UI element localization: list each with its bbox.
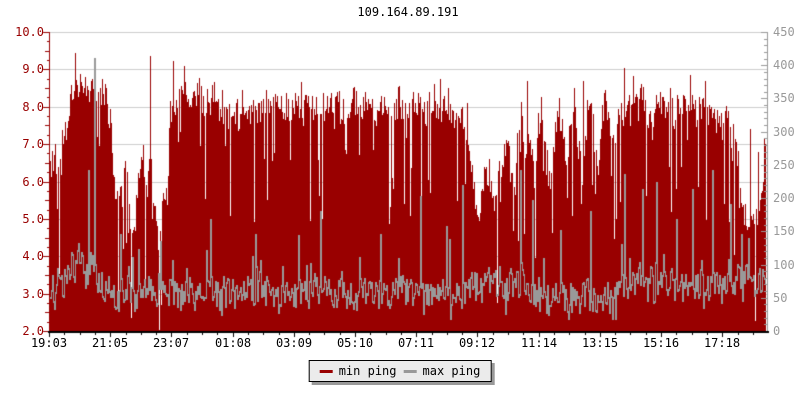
ping-chart-canvas <box>0 0 800 360</box>
left-axis-tick-label: 3.0 <box>22 287 44 301</box>
x-axis-tick-label: 15:16 <box>642 336 680 350</box>
x-axis-tick-label: 17:18 <box>703 336 741 350</box>
max-ping-swatch <box>403 369 417 373</box>
legend-item-min-ping: min ping <box>319 364 397 378</box>
x-axis-tick-label: 11:14 <box>520 336 558 350</box>
left-axis-tick-label: 10.0 <box>15 25 44 39</box>
left-axis-tick-label: 4.0 <box>22 249 44 263</box>
x-axis-tick-label: 05:10 <box>336 336 374 350</box>
x-axis-tick-label: 19:03 <box>30 336 68 350</box>
right-axis-tick-label: 100 <box>773 258 795 272</box>
right-axis-tick-label: 150 <box>773 224 795 238</box>
x-axis-tick-label: 09:12 <box>458 336 496 350</box>
left-axis-tick-label: 5.0 <box>22 212 44 226</box>
x-axis-tick-label: 01:08 <box>214 336 252 350</box>
left-axis-tick-label: 6.0 <box>22 175 44 189</box>
right-axis-tick-label: 50 <box>773 291 788 305</box>
right-axis-tick-label: 450 <box>773 25 795 39</box>
x-axis-tick-label: 07:11 <box>397 336 435 350</box>
x-axis-tick-label: 23:07 <box>152 336 190 350</box>
legend-label-min-ping: min ping <box>338 364 397 378</box>
right-axis-tick-label: 350 <box>773 91 795 105</box>
legend-label-max-ping: max ping <box>422 364 481 378</box>
right-axis-tick-label: 200 <box>773 191 795 205</box>
x-axis-tick-label: 03:09 <box>275 336 313 350</box>
right-axis-tick-label: 250 <box>773 158 795 172</box>
right-axis-tick-label: 300 <box>773 125 795 139</box>
right-axis-tick-label: 0 <box>773 324 781 338</box>
left-axis-tick-label: 9.0 <box>22 62 44 76</box>
legend-box: min ping max ping <box>308 360 492 382</box>
right-axis-tick-label: 400 <box>773 58 795 72</box>
legend-item-max-ping: max ping <box>403 364 481 378</box>
left-axis-tick-label: 2.0 <box>22 324 44 338</box>
min-ping-swatch <box>319 369 333 373</box>
x-axis-tick-label: 13:15 <box>581 336 619 350</box>
left-axis-tick-label: 8.0 <box>22 100 44 114</box>
x-axis-tick-label: 21:05 <box>91 336 129 350</box>
left-axis-tick-label: 7.0 <box>22 137 44 151</box>
